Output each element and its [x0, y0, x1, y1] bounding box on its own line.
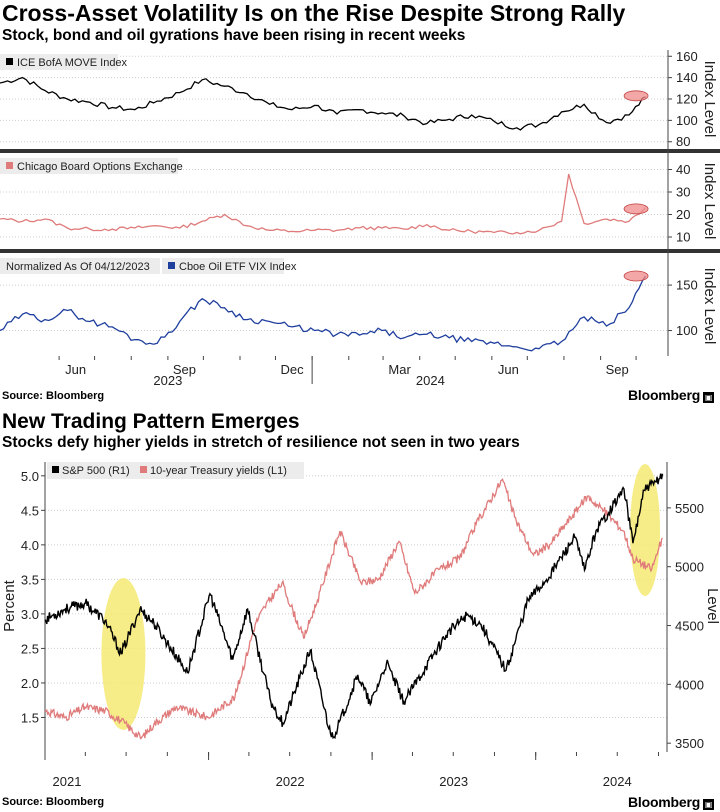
y-right-tick-label: 5000: [675, 560, 704, 575]
y-tick-label: 10: [676, 230, 690, 245]
x-tick-label: 2021: [53, 774, 82, 789]
series-line: [0, 76, 646, 131]
x-year-label: 2024: [416, 373, 445, 388]
x-tick-label: 2024: [603, 774, 632, 789]
bloomberg-logo-bottom: Bloomberg ▣: [628, 794, 715, 810]
sp500-yields-chart: 1.5 2.0 2.5 3.0 3.5 4.0 4.5 5.0 3500 4000 4500 5000…: [1, 462, 720, 789]
y-right-tick-label: 5500: [675, 501, 704, 516]
y-tick-label: 100: [676, 113, 698, 128]
y-tick-label: 160: [676, 49, 698, 64]
y-axis-label: Index Level: [701, 61, 718, 138]
highlight-ellipse: [623, 203, 649, 215]
y-left-tick-label: 4.5: [21, 503, 39, 518]
legend-swatch: [140, 466, 147, 473]
legend-swatch: [168, 262, 175, 269]
x-tick-label: Jun: [498, 362, 519, 377]
y-axis-label: Index Level: [701, 163, 718, 240]
y-left-tick-label: 5.0: [21, 469, 39, 484]
legend-background: [162, 258, 284, 274]
series-line-sp500: [44, 473, 664, 740]
legend-label: Cboe Oil ETF VIX Index: [179, 261, 297, 273]
y-left-tick-label: 2.0: [21, 676, 39, 691]
y-axis-label: Index Level: [701, 268, 718, 345]
y-tick-label: 30: [676, 185, 690, 200]
y-tick-label: 40: [676, 162, 690, 177]
legend-note: Normalized As Of 04/12/2023: [6, 261, 150, 273]
y-tick-label: 140: [676, 70, 698, 85]
source-note-bottom: Source: Bloomberg: [2, 796, 105, 808]
highlight-ellipse: [623, 90, 649, 102]
x-tick-label: Jun: [65, 362, 86, 377]
y-right-tick-label: 3500: [675, 736, 704, 751]
x-tick-label: 2023: [439, 774, 468, 789]
x-year-label: 2023: [153, 373, 182, 388]
series-line: [0, 275, 647, 352]
x-tick-label: Mar: [388, 362, 411, 377]
x-tick-label: Sep: [173, 362, 196, 377]
y-left-tick-label: 1.5: [21, 710, 39, 725]
legend-background: [0, 54, 118, 70]
bloomberg-mark-icon: ▣: [703, 799, 715, 810]
legend-swatch: [52, 466, 59, 473]
y-left-tick-label: 3.5: [21, 572, 39, 587]
y-right-axis-label: Level: [704, 588, 720, 624]
y-left-tick-label: 3.0: [21, 607, 39, 622]
y-tick-label: 80: [676, 134, 690, 149]
bloomberg-mark-icon: ▣: [703, 392, 715, 403]
legend-background: [47, 462, 304, 479]
series-line: [0, 173, 646, 235]
y-tick-label: 20: [676, 207, 690, 222]
y-left-tick-label: 4.0: [21, 538, 39, 553]
y-right-tick-label: 4500: [675, 619, 704, 634]
chart-subtitle-bottom: Stocks defy higher yields in stretch of …: [2, 434, 520, 451]
legend-label: S&P 500 (R1): [62, 465, 130, 477]
chart-subtitle-top: Stock, bond and oil gyrations have been …: [2, 27, 466, 44]
legend-swatch: [6, 58, 13, 65]
x-tick-label: 2022: [276, 774, 305, 789]
legend-label: Chicago Board Options Exchange: [17, 161, 183, 173]
legend-label: ICE BofA MOVE Index: [17, 57, 128, 69]
legend-label: 10-year Treasury yields (L1): [150, 465, 287, 477]
legend-swatch: [6, 162, 13, 169]
highlight-ellipse: [623, 270, 649, 282]
panel-separator: [0, 249, 720, 253]
chart-title-bottom: New Trading Pattern Emerges: [2, 410, 300, 433]
y-left-axis-label: Percent: [1, 579, 18, 632]
bloomberg-logo-top: Bloomberg ▣: [628, 387, 715, 403]
panel-separator: [0, 149, 720, 153]
source-note-top: Source: Bloomberg: [2, 390, 105, 402]
y-tick-label: 150: [676, 278, 698, 293]
legend-background: [0, 158, 178, 174]
x-tick-label: Sep: [606, 362, 629, 377]
y-tick-label: 120: [676, 92, 698, 107]
x-tick-label: Dec: [280, 362, 304, 377]
series-line-treasury: [44, 478, 664, 740]
highlight-ellipse: [630, 464, 661, 596]
highlight-ellipse: [101, 578, 146, 730]
y-tick-label: 100: [676, 323, 698, 338]
chart-title-top: Cross-Asset Volatility Is on the Rise De…: [2, 0, 626, 26]
y-right-tick-label: 4000: [675, 677, 704, 692]
legend-background: [0, 258, 160, 274]
y-left-tick-label: 2.5: [21, 641, 39, 656]
